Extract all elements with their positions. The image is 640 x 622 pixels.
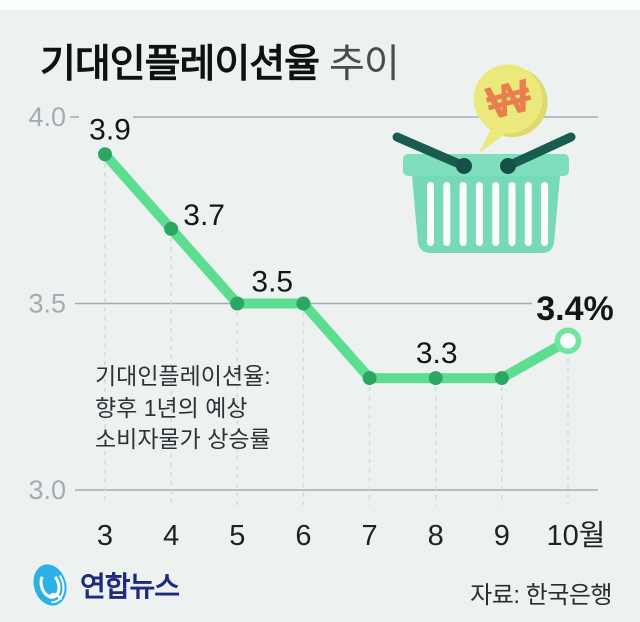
x-axis-label: 6 [295, 520, 311, 552]
source-credit: 자료: 한국은행 [470, 582, 612, 609]
basket-handle-right [503, 132, 576, 171]
basket-body [412, 176, 560, 253]
data-point [230, 296, 245, 311]
x-axis-label: 8 [428, 520, 444, 552]
y-axis-label: 3.0 [28, 475, 66, 505]
won-speech-bubble [473, 64, 543, 134]
annotation-line-2: 향후 1년의 예상 [95, 394, 248, 421]
shopping-basket-illustration: ₩ [392, 64, 576, 253]
title-main: 기대인플레이션율 [40, 43, 320, 86]
annotation-line-3: 소비자물가 상승률 [95, 426, 271, 452]
x-axis-label: 7 [361, 520, 377, 552]
top-white-strip [0, 0, 640, 10]
yonhap-logo-icon [33, 564, 67, 606]
basket-stripes [427, 182, 549, 246]
data-point [296, 296, 311, 311]
title-suffix: 추이 [329, 43, 400, 86]
annotation-line-1: 기대인플레이션율: [95, 363, 271, 389]
definition-annotation: 기대인플레이션율: 향후 1년의 예상 소비자물가 상승률 [95, 361, 271, 456]
data-point [428, 371, 443, 386]
trend-line [100, 149, 573, 384]
basket-rim [403, 154, 569, 176]
x-axis-label: 4 [163, 520, 179, 552]
y-axis-label: 3.5 [28, 289, 66, 319]
page-title: 기대인플레이션율 추이 [40, 33, 400, 89]
yonhap-news-logo: 연합뉴스 [28, 560, 180, 610]
point-label: 3.9 [89, 113, 131, 146]
data-point [494, 371, 509, 386]
x-axis-label: 3 [97, 520, 113, 552]
speech-bubble-tail [479, 127, 508, 153]
point-label: 3.5 [251, 266, 293, 299]
basket-handle-pivot-left [456, 158, 472, 174]
chart-layer: 4.0 3.5 3.0 3.9 3.7 3.5 3.3 3.4% 3 4 5 6 7 8 9 10월 [28, 102, 613, 552]
data-point-open [554, 327, 582, 355]
x-axis-label: 10월 [547, 519, 606, 552]
point-label: 3.3 [416, 337, 458, 370]
data-point [164, 221, 179, 236]
data-point [362, 371, 377, 386]
point-label: 3.7 [183, 199, 225, 232]
x-axis-label: 9 [494, 520, 510, 552]
basket-handle-left [392, 132, 469, 171]
basket-handle-pivot-right [500, 158, 516, 174]
point-label: 3.4% [536, 290, 614, 328]
yonhap-logo-text: 연합뉴스 [80, 571, 180, 602]
y-axis-label: 4.0 [28, 102, 66, 132]
data-point [98, 147, 112, 162]
x-axis-label: 5 [229, 520, 245, 552]
